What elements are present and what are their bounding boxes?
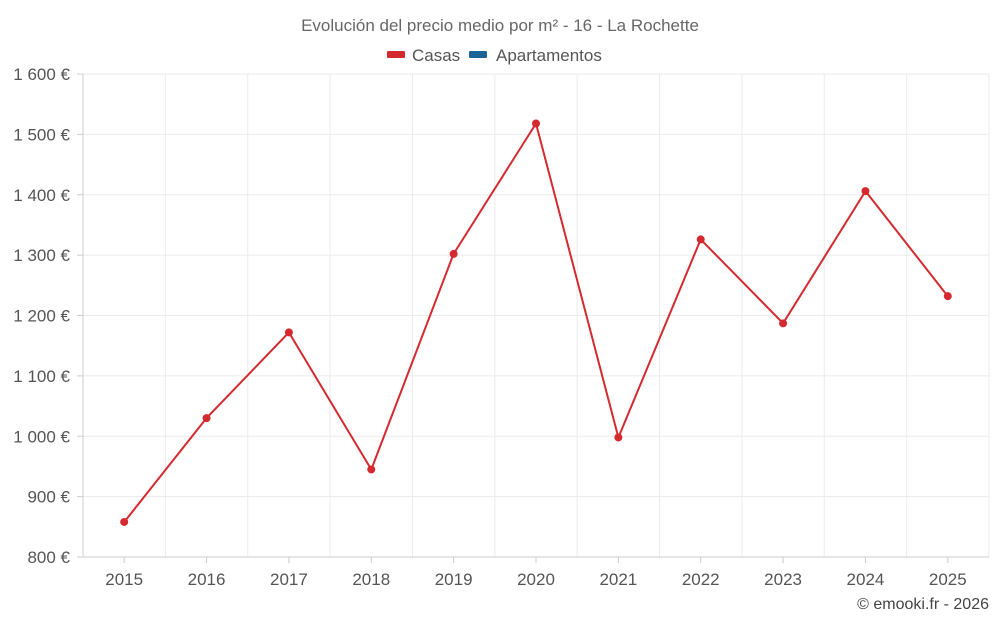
y-tick-label: 800 € (27, 548, 70, 567)
data-point[interactable] (449, 249, 458, 258)
y-tick-label: 1 600 € (13, 65, 70, 84)
data-point[interactable] (120, 517, 129, 526)
series-casas (120, 119, 952, 526)
y-tick-label: 900 € (27, 488, 70, 507)
y-tick-label: 1 200 € (13, 307, 70, 326)
legend-item-apartamentos[interactable]: Apartamentos (469, 46, 602, 65)
legend-item-casas[interactable]: Casas (387, 46, 460, 65)
axes: 800 € 900 € 1 000 € 1 100 € 1 200 € 1 300 € 1 … (13, 65, 989, 589)
x-tick-label: 2021 (599, 570, 637, 589)
chart-title: Evolución del precio medio por m² - 16 -… (301, 16, 699, 35)
y-tick-label: 1 000 € (13, 427, 70, 446)
y-tick-label: 1 300 € (13, 246, 70, 265)
legend-swatch-apartamentos (469, 51, 487, 58)
legend: Casas Apartamentos (387, 46, 602, 65)
y-tick-label: 1 500 € (13, 125, 70, 144)
x-tick-label: 2016 (188, 570, 226, 589)
x-tick-label: 2022 (682, 570, 720, 589)
x-tick-label: 2015 (105, 570, 143, 589)
data-point[interactable] (284, 328, 293, 337)
data-point[interactable] (696, 235, 705, 244)
data-point[interactable] (943, 292, 952, 301)
y-tick-label: 1 100 € (13, 367, 70, 386)
legend-swatch-casas (387, 51, 405, 58)
x-tick-label: 2020 (517, 570, 555, 589)
x-tick-label: 2018 (352, 570, 390, 589)
data-point[interactable] (779, 319, 788, 328)
legend-label-casas: Casas (412, 46, 460, 65)
credit-text: © emooki.fr - 2026 (857, 596, 989, 613)
grid (82, 73, 990, 557)
data-point[interactable] (367, 465, 376, 474)
x-tick-label: 2023 (764, 570, 802, 589)
data-point[interactable] (861, 187, 870, 196)
x-tick-label: 2019 (435, 570, 473, 589)
x-tick-label: 2024 (847, 570, 885, 589)
legend-label-apartamentos: Apartamentos (496, 46, 602, 65)
data-point[interactable] (202, 414, 211, 423)
y-tick-label: 1 400 € (13, 186, 70, 205)
data-point[interactable] (532, 119, 540, 128)
x-tick-label: 2017 (270, 570, 308, 589)
x-tick-label: 2025 (929, 570, 967, 589)
data-point[interactable] (614, 433, 623, 442)
